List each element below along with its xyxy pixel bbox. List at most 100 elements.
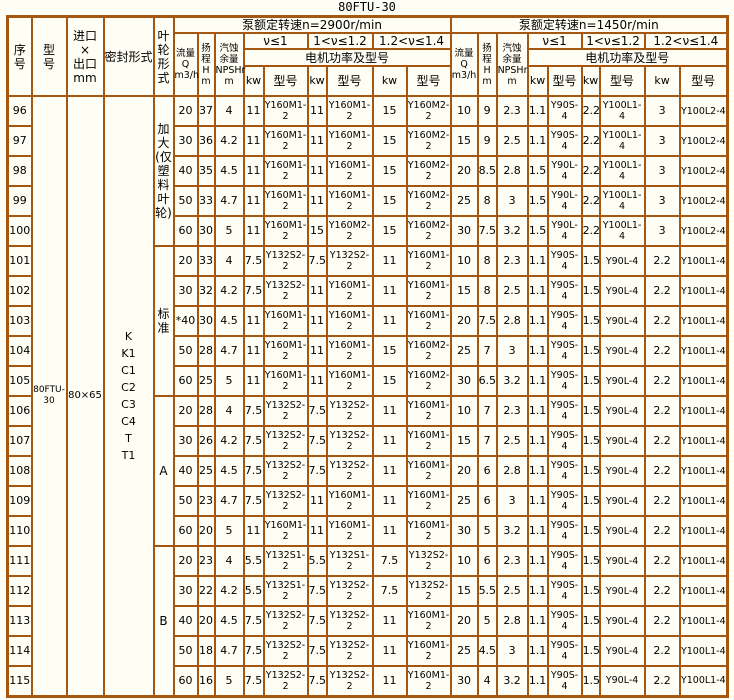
cell-head-2900: 28	[196, 335, 216, 367]
cell-kw: 1.5	[526, 155, 549, 187]
cell-kw: 11	[306, 515, 328, 547]
cell-kw: 7.5	[306, 425, 328, 457]
cell-serial: 102	[6, 275, 33, 307]
cell-head-1450: 5	[476, 515, 498, 547]
cell-serial: 113	[6, 605, 33, 637]
cell-head-1450: 5.5	[476, 575, 498, 607]
cell-kw: 11	[371, 395, 408, 427]
cell-flow-2900: 20	[172, 245, 199, 277]
cell-flow-2900: 50	[172, 485, 199, 517]
table-row: 98 40 35 4.5 11 Y160M1-2 11 Y160M1-2 15 Y160M2-2 2…	[6, 155, 729, 187]
cell-kw: 2.2	[643, 275, 681, 307]
header-motor-model: 型号	[262, 65, 309, 97]
cell-kw: 1.5	[580, 545, 601, 577]
cell-kw: 2.2	[643, 335, 681, 367]
cell-flow-1450: 25	[449, 335, 479, 367]
cell-flow-2900: 20	[172, 95, 199, 127]
cell-motor-model: Y160M1-2	[325, 125, 374, 157]
cell-motor-model: Y160M1-2	[325, 185, 374, 217]
cell-motor-model: Y160M2-2	[405, 125, 452, 157]
cell-npsh-1450: 2.8	[495, 155, 529, 187]
cell-head-2900: 25	[196, 365, 216, 397]
cell-head-1450: 7.5	[476, 215, 498, 247]
cell-flow-2900: 40	[172, 605, 199, 637]
cell-kw: 2.2	[643, 455, 681, 487]
header-v-range-1: ν≤1	[526, 32, 583, 50]
header-npsh-2900: 汽蚀 余量 NPSHr m	[213, 32, 245, 97]
cell-motor-model: Y160M1-2	[325, 155, 374, 187]
cell-npsh-1450: 3.2	[495, 215, 529, 247]
cell-head-1450: 9	[476, 95, 498, 127]
cell-npsh-2900: 5	[213, 215, 245, 247]
cell-kw: 1.5	[580, 515, 601, 547]
cell-npsh-2900: 4.5	[213, 305, 245, 337]
cell-kw: 1.5	[580, 635, 601, 667]
cell-motor-model: Y160M2-2	[405, 335, 452, 367]
cell-kw: 11	[242, 365, 265, 397]
cell-flow-2900: 50	[172, 185, 199, 217]
cell-motor-model: Y90L-4	[598, 545, 646, 577]
cell-kw: 1.5	[580, 455, 601, 487]
cell-flow-1450: 20	[449, 305, 479, 337]
header-npsh-1450: 汽蚀 余量 NPSHr m	[495, 32, 529, 97]
cell-motor-model: Y90L-4	[598, 395, 646, 427]
cell-serial: 96	[6, 95, 33, 127]
cell-motor-model: Y90L-4	[598, 575, 646, 607]
cell-motor-model: Y160M1-2	[325, 95, 374, 127]
cell-npsh-2900: 4.2	[213, 275, 245, 307]
cell-impeller-form: B	[152, 545, 175, 697]
cell-serial: 105	[6, 365, 33, 397]
cell-kw: 7.5	[242, 635, 265, 667]
cell-kw: 11	[242, 335, 265, 367]
header-motor-model: 型号	[678, 65, 729, 97]
table-row: 106 A 20 28 4 7.5 Y132S2-2 7.5 Y132S2-2 11 Y160M1-…	[6, 395, 729, 547]
cell-head-2900: 33	[196, 185, 216, 217]
cell-serial: 99	[6, 185, 33, 217]
cell-kw: 1.1	[526, 365, 549, 397]
cell-motor-model: Y100L1-4	[678, 665, 729, 697]
header-v-range-2: 1<ν≤1.2	[580, 32, 646, 50]
cell-kw: 11	[306, 125, 328, 157]
cell-kw: 1.5	[580, 605, 601, 637]
cell-kw: 3	[643, 95, 681, 127]
cell-npsh-1450: 2.3	[495, 545, 529, 577]
cell-npsh-2900: 4.5	[213, 455, 245, 487]
header-motor-model: 型号	[598, 65, 646, 97]
cell-kw: 2.2	[643, 605, 681, 637]
cell-kw: 11	[242, 95, 265, 127]
cell-motor-model: Y90S-4	[546, 245, 583, 277]
table-row: 100 60 30 5 11 Y160M1-2 15 Y160M2-2 15 Y160M2-2 30…	[6, 215, 729, 247]
table-row: 102 30 32 4.2 7.5 Y132S2-2 11 Y160M1-2 11 Y160M1-…	[6, 275, 729, 307]
cell-kw: 11	[371, 305, 408, 337]
cell-motor-model: Y100L1-4	[598, 95, 646, 127]
cell-head-2900: 32	[196, 275, 216, 307]
cell-motor-model: Y160M1-2	[325, 485, 374, 517]
cell-kw: 1.1	[526, 275, 549, 307]
cell-kw: 15	[371, 125, 408, 157]
cell-kw: 3	[643, 125, 681, 157]
header-head-1450: 扬 程 H m	[476, 32, 498, 97]
cell-kw: 15	[371, 155, 408, 187]
header-v-range-2: 1<ν≤1.2	[306, 32, 374, 50]
cell-kw: 1.1	[526, 515, 549, 547]
cell-flow-2900: 50	[172, 635, 199, 667]
header-flow-1450: 流量 Q m3/h	[449, 32, 479, 97]
cell-flow-2900: 20	[172, 395, 199, 427]
pump-spec-table: 序 号 型 号 进口 × 出口 mm 密封形式 叶轮形式 泵额定转速n=2900…	[6, 15, 730, 698]
cell-npsh-1450: 3.2	[495, 665, 529, 697]
cell-head-2900: 20	[196, 605, 216, 637]
cell-motor-model: Y100L1-4	[598, 185, 646, 217]
cell-kw: 2.2	[643, 515, 681, 547]
cell-npsh-2900: 4.7	[213, 485, 245, 517]
cell-motor-model: Y90L-4	[598, 605, 646, 637]
cell-kw: 7.5	[306, 665, 328, 697]
cell-flow-1450: 15	[449, 125, 479, 157]
cell-flow-2900: 30	[172, 125, 199, 157]
cell-npsh-1450: 2.5	[495, 275, 529, 307]
cell-motor-model: Y160M1-2	[405, 665, 452, 697]
cell-motor-model: Y90S-4	[546, 605, 583, 637]
cell-pump-model: 80FTU-30	[30, 95, 68, 697]
cell-npsh-2900: 4.7	[213, 635, 245, 667]
cell-motor-model: Y100L1-4	[678, 365, 729, 397]
cell-head-1450: 8	[476, 245, 498, 277]
